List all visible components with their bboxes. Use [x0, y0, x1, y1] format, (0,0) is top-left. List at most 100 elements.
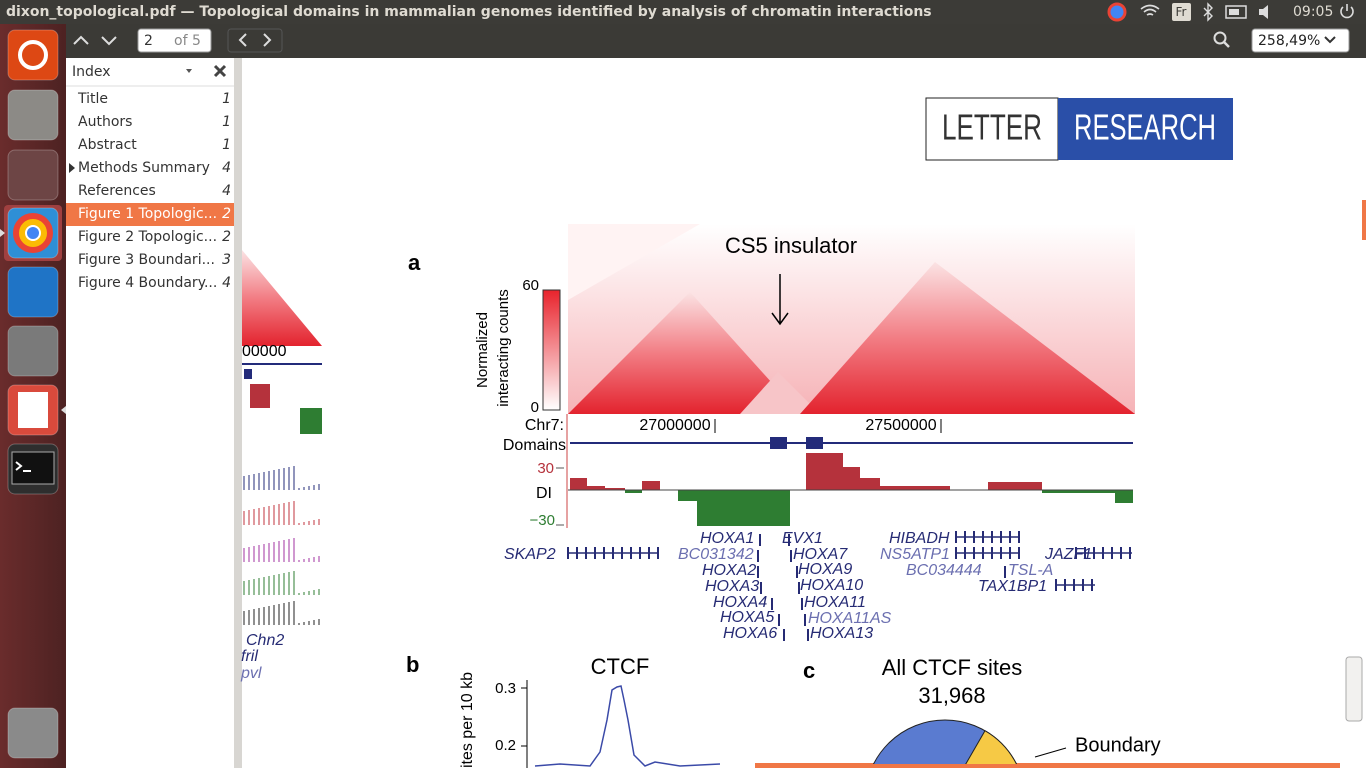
- track-label: Chr7:: [525, 417, 564, 434]
- zoom-chevron: [1324, 36, 1336, 44]
- top-bar: [0, 0, 1366, 24]
- index-item[interactable]: Authors: [78, 114, 132, 130]
- track-label: Domains: [503, 437, 566, 454]
- exon: [639, 547, 641, 559]
- exon: [1102, 547, 1104, 559]
- page-input[interactable]: [137, 28, 212, 53]
- di-bar-negative: [1042, 490, 1115, 493]
- zoom-select[interactable]: [1251, 28, 1350, 53]
- launcher-icon[interactable]: [7, 89, 59, 141]
- exon: [585, 547, 587, 559]
- gene-label: HOXA9: [798, 561, 852, 578]
- ubuntu-logo: [18, 40, 48, 70]
- expander[interactable]: [69, 163, 75, 173]
- index-page[interactable]: 2: [222, 206, 231, 222]
- exon: [757, 566, 759, 578]
- exon: [1075, 547, 1077, 559]
- index-page[interactable]: 4: [222, 183, 231, 199]
- gene-label: HOXA10: [800, 577, 863, 594]
- panel-title: CTCF: [591, 654, 650, 679]
- di-bar-positive: [642, 481, 660, 490]
- annotation-arrow: [771, 274, 789, 326]
- heatmap-domain: [242, 250, 322, 346]
- chrome-tray-icon: [1107, 2, 1127, 22]
- domain-boundary: [244, 369, 252, 379]
- index-page[interactable]: 1: [222, 114, 231, 130]
- sidebar-close[interactable]: [213, 64, 227, 78]
- pie: [873, 719, 1017, 764]
- heatmap-domain: [568, 292, 800, 414]
- exon: [648, 547, 650, 559]
- terminal-prompt: [15, 461, 31, 472]
- ctcf-profile: [534, 685, 721, 767]
- gene-label: pvl: [240, 665, 262, 682]
- index-item[interactable]: Methods Summary: [78, 160, 210, 176]
- colorbar-min: 0: [531, 399, 539, 416]
- di-bar-positive: [843, 467, 860, 490]
- leader-line: [1034, 747, 1067, 758]
- page-up-button[interactable]: [73, 35, 89, 45]
- toolbar: [66, 24, 1366, 58]
- exon: [1018, 547, 1020, 559]
- exon: [757, 550, 759, 562]
- pane-separator: [234, 58, 242, 768]
- scroll-indicator: [755, 763, 1340, 768]
- journal-section: RESEARCH: [1074, 107, 1216, 148]
- sidebar-dropdown[interactable]: [186, 69, 192, 73]
- launcher-icon[interactable]: [7, 29, 59, 81]
- exon: [955, 531, 957, 543]
- index-item[interactable]: Figure 1 Topologic...: [78, 206, 217, 222]
- history-back-button[interactable]: [238, 33, 247, 47]
- figure-label: a: [408, 250, 421, 275]
- search-icon[interactable]: [1213, 31, 1227, 45]
- launcher-icon[interactable]: [7, 707, 59, 759]
- index-item[interactable]: Figure 4 Boundary...: [78, 275, 217, 291]
- index-page[interactable]: 4: [222, 275, 231, 291]
- exon: [982, 547, 984, 559]
- history-forward-button[interactable]: [263, 33, 272, 47]
- search-handle: [1223, 41, 1230, 48]
- wifi-icon: [1140, 4, 1160, 16]
- letter-box: [925, 97, 1059, 161]
- gene-label: HOXA7: [793, 546, 848, 563]
- colorbar-label: interacting counts: [495, 289, 512, 407]
- launcher-icon[interactable]: [7, 149, 59, 201]
- index-item[interactable]: Abstract: [78, 137, 137, 153]
- index-item[interactable]: References: [78, 183, 156, 199]
- di-tick-mark: [556, 467, 564, 526]
- index-page[interactable]: 3: [222, 252, 231, 268]
- launcher-icon[interactable]: [7, 325, 59, 377]
- exon: [1084, 547, 1086, 559]
- gene-label: fril: [241, 648, 258, 665]
- colorbar: [542, 289, 561, 411]
- scroll-indicator: [1362, 200, 1366, 240]
- exon: [576, 547, 578, 559]
- keyboard-indicator[interactable]: [1172, 3, 1191, 21]
- keyboard-layout: Fr: [1176, 5, 1187, 19]
- window-title: dixon_topological.pdf — Topological doma…: [6, 4, 932, 20]
- index-page[interactable]: 2: [222, 229, 231, 245]
- exon: [964, 547, 966, 559]
- side-panel: [242, 250, 322, 625]
- panel-subtitle: 31,968: [918, 683, 985, 708]
- di-bar-positive: [988, 482, 1042, 490]
- power-icon[interactable]: [1340, 4, 1354, 19]
- index-item[interactable]: Figure 3 Boundari...: [78, 252, 215, 268]
- research-box: [1058, 98, 1233, 160]
- slice-label: Boundary: [1075, 734, 1161, 756]
- y-tick-label: 0.3: [495, 680, 516, 697]
- launcher-icon[interactable]: [7, 266, 59, 318]
- gene-label: TSL-A: [1008, 562, 1053, 579]
- page-down-button[interactable]: [101, 36, 117, 46]
- index-page[interactable]: 1: [222, 91, 231, 107]
- gene-label: JAZF1: [1044, 546, 1092, 563]
- index-item[interactable]: Title: [77, 91, 108, 107]
- index-item[interactable]: Figure 2 Topologic...: [78, 229, 217, 245]
- gene-label: TAX1BP1: [978, 578, 1047, 595]
- exon: [796, 566, 798, 578]
- exon: [991, 531, 993, 543]
- index-page[interactable]: 4: [222, 160, 231, 176]
- scrollbar[interactable]: [1345, 656, 1363, 722]
- exon: [1082, 579, 1084, 591]
- index-page[interactable]: 1: [222, 137, 231, 153]
